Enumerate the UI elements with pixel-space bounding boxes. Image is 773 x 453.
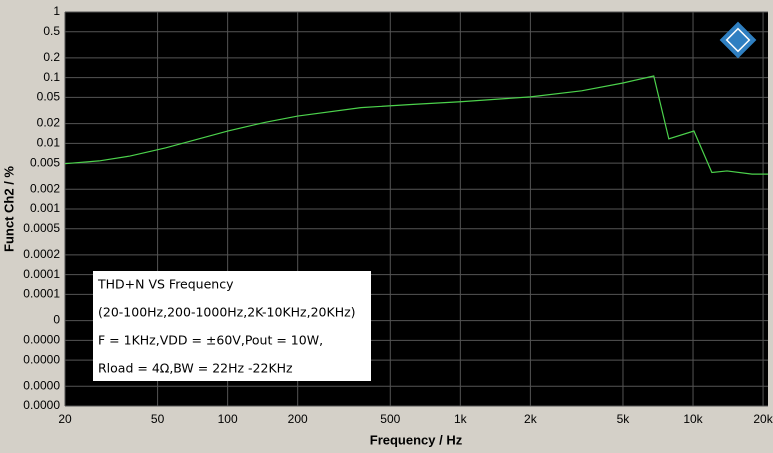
lines [64,75,768,175]
x-axis-title: Frequency / Hz [370,432,463,447]
y-tick-label: 0.0000 [23,333,60,347]
x-tick-label: 5k [617,412,631,426]
annotation: (20-100Hz,200-1000Hz,2K-10KHz,20KHz) [98,305,356,320]
x-tick-label: 100 [218,412,238,426]
y-tick-label: 0.005 [30,155,60,169]
annotation: THD+N VS Frequency [97,277,234,292]
annotation: Rload = 4Ω,BW = 22Hz -22KHz [98,361,293,376]
y-tick-label: 0 [53,313,60,327]
annotation-box [93,271,371,381]
logo-inner [725,27,751,53]
y-tick-label: 0.02 [37,116,61,130]
y-tick-label: 0.1 [43,70,60,84]
y-tick-label: 0.0005 [23,221,60,235]
x-tick-label: 10k [683,412,703,426]
y-tick-label: 0.002 [30,181,60,195]
y-tick-label: 0.01 [37,136,61,150]
data-line [64,75,768,175]
y-tick-label: 0.0000 [23,378,60,392]
y-tick-label: 0.5 [43,24,60,38]
y-axis-title: Funct Ch2 / % [1,166,16,252]
x-tick-label: 200 [288,412,308,426]
y-tick-label: 1 [53,4,60,18]
x-tick-label: 20 [58,412,72,426]
x-tick-label: 20k [753,412,773,426]
x-tick-label: 50 [151,412,165,426]
logo [719,21,757,59]
y-tick-label: 0.0002 [23,247,60,261]
x-tick-label: 500 [380,412,400,426]
annotation: F = 1KHz,VDD = ±60V,Pout = 10W, [98,333,323,348]
logo-diamond [719,21,757,59]
y-tick-label: 0.05 [37,90,61,104]
y-tick-label: 0.2 [43,50,60,64]
y-tick-label: 0.001 [30,201,60,215]
y-tick-label: 0.0001 [23,287,60,301]
y-tick-label: 0.0000 [23,398,60,412]
x-tick-label: 1k [454,412,468,426]
grid [64,11,768,407]
y-tick-label: 0.0000 [23,352,60,366]
y-tick-label: 0.0001 [23,267,60,281]
x-tick-label: 2k [524,412,538,426]
